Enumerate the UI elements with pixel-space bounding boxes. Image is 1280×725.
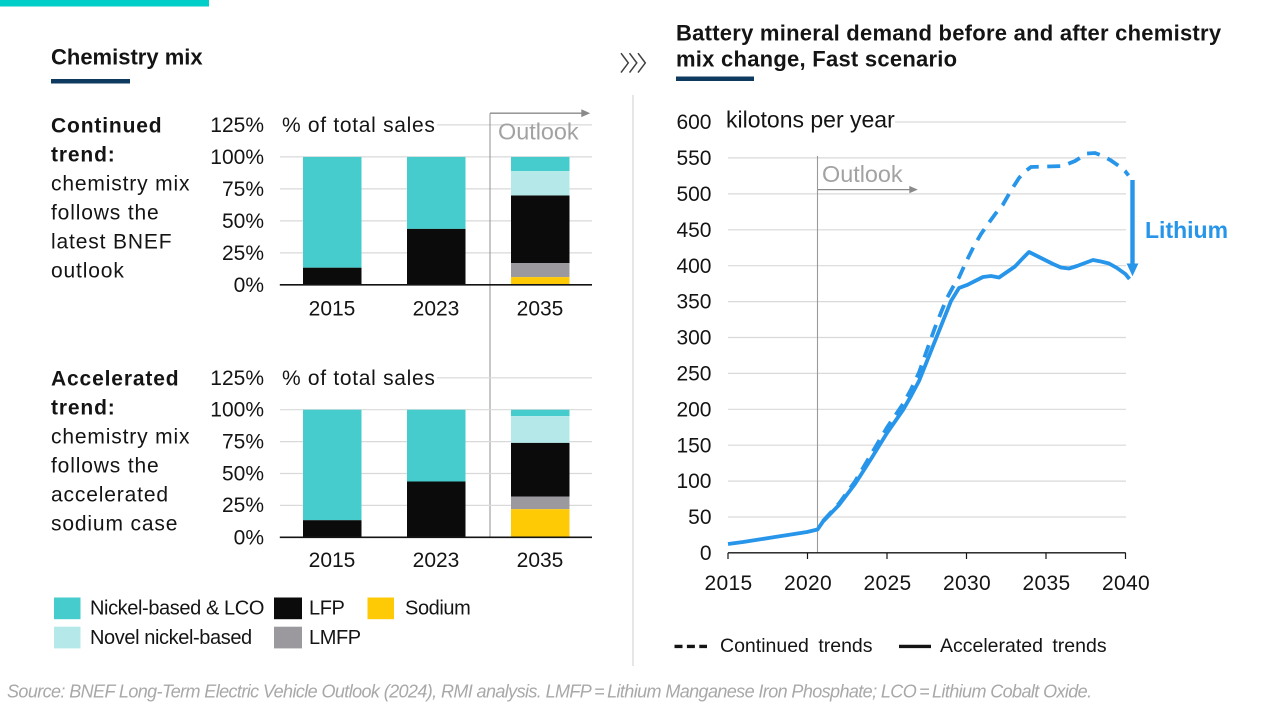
- svg-text:75%: 75%: [222, 178, 264, 201]
- svg-text:2015: 2015: [309, 549, 356, 572]
- svg-text:latest BNEF: latest BNEF: [51, 231, 172, 254]
- svg-text:Chemistry mix: Chemistry mix: [51, 45, 203, 70]
- svg-text:LMFP: LMFP: [309, 627, 361, 649]
- svg-text:Novel nickel-based: Novel nickel-based: [90, 627, 252, 649]
- svg-text:chemistry mix: chemistry mix: [51, 173, 190, 196]
- svg-text:50%: 50%: [222, 210, 264, 233]
- svg-text:Sodium: Sodium: [405, 598, 470, 620]
- svg-text:follows the: follows the: [51, 202, 160, 225]
- svg-text:accelerated: accelerated: [51, 484, 169, 507]
- svg-text:0%: 0%: [234, 274, 264, 297]
- svg-text:outlook: outlook: [51, 260, 125, 283]
- svg-text:% of total sales: % of total sales: [282, 114, 436, 137]
- svg-text:Accelerated trends: Accelerated trends: [940, 635, 1107, 657]
- svg-text:sodium case: sodium case: [51, 513, 178, 536]
- svg-text:400: 400: [676, 255, 711, 278]
- svg-text:LFP: LFP: [309, 598, 345, 620]
- svg-text:50%: 50%: [222, 462, 264, 485]
- svg-text:25%: 25%: [222, 242, 264, 265]
- svg-text:kilotons per year: kilotons per year: [726, 107, 895, 133]
- svg-text:mix change, Fast scenario: mix change, Fast scenario: [676, 46, 957, 71]
- svg-text:Continued: Continued: [51, 115, 162, 138]
- svg-text:75%: 75%: [222, 431, 264, 454]
- svg-text:2015: 2015: [309, 298, 356, 321]
- svg-text:2020: 2020: [784, 572, 832, 595]
- svg-text:2023: 2023: [413, 549, 460, 572]
- svg-text:500: 500: [676, 183, 711, 206]
- svg-text:2030: 2030: [943, 572, 991, 595]
- svg-text:100%: 100%: [210, 399, 264, 422]
- svg-text:125%: 125%: [210, 114, 264, 137]
- svg-text:trend:: trend:: [51, 144, 116, 167]
- svg-text:350: 350: [676, 291, 711, 314]
- svg-text:Source: BNEF Long-Term Electri: Source: BNEF Long-Term Electric Vehicle …: [7, 682, 1092, 702]
- svg-text:chemistry mix: chemistry mix: [51, 426, 190, 449]
- svg-text:2015: 2015: [704, 572, 752, 595]
- svg-text:600: 600: [676, 111, 711, 134]
- svg-text:0%: 0%: [234, 526, 264, 549]
- svg-text:follows the: follows the: [51, 455, 160, 478]
- svg-text:250: 250: [676, 363, 711, 386]
- svg-text:Nickel-based & LCO: Nickel-based & LCO: [90, 598, 264, 620]
- svg-text:2035: 2035: [1022, 572, 1070, 595]
- svg-text:550: 550: [676, 147, 711, 170]
- svg-text:Lithium: Lithium: [1145, 217, 1228, 243]
- svg-text:Accelerated: Accelerated: [51, 368, 179, 391]
- svg-text:2040: 2040: [1102, 572, 1150, 595]
- svg-text:Continued trends: Continued trends: [720, 635, 873, 657]
- svg-text:2023: 2023: [413, 298, 460, 321]
- svg-text:2025: 2025: [863, 572, 911, 595]
- svg-text:450: 450: [676, 219, 711, 242]
- svg-text:Battery mineral demand before: Battery mineral demand before and after …: [676, 20, 1222, 45]
- svg-text:2035: 2035: [517, 549, 564, 572]
- svg-text:0: 0: [700, 542, 712, 565]
- svg-text:100: 100: [676, 470, 711, 493]
- svg-text:25%: 25%: [222, 494, 264, 517]
- svg-text:trend:: trend:: [51, 397, 116, 420]
- svg-text:Outlook: Outlook: [822, 161, 903, 187]
- svg-text:2035: 2035: [517, 298, 564, 321]
- svg-text:100%: 100%: [210, 146, 264, 169]
- svg-text:125%: 125%: [210, 367, 264, 390]
- svg-text:300: 300: [676, 327, 711, 350]
- svg-text:150: 150: [676, 434, 711, 457]
- svg-text:200: 200: [676, 398, 711, 421]
- svg-text:Outlook: Outlook: [498, 119, 579, 145]
- svg-text:% of total sales: % of total sales: [282, 367, 436, 390]
- svg-text:50: 50: [688, 506, 711, 529]
